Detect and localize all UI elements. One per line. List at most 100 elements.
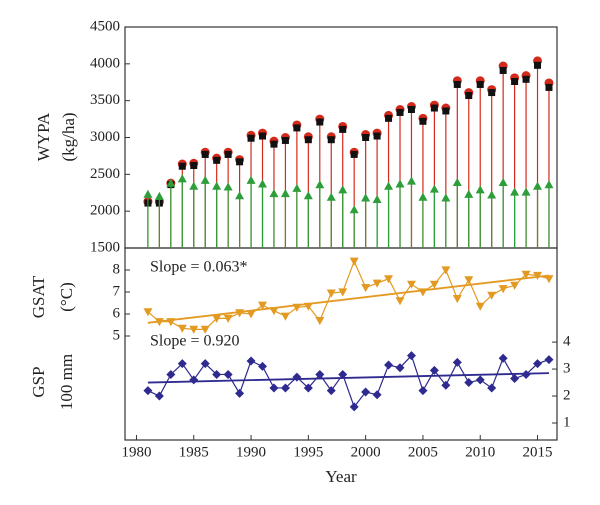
point — [223, 369, 233, 379]
point — [303, 383, 313, 393]
x-tick-label: 2015 — [523, 444, 553, 460]
point — [177, 174, 187, 183]
y-tick-label: 4500 — [90, 18, 120, 34]
y-tick-label: 5 — [113, 327, 121, 343]
annotation: Slope = 0.920 — [150, 333, 239, 350]
point — [178, 162, 186, 170]
point — [534, 61, 542, 69]
point — [166, 178, 176, 187]
point — [292, 303, 302, 312]
point — [235, 191, 245, 200]
x-tick-label: 1990 — [236, 444, 266, 460]
point — [418, 192, 428, 201]
point — [465, 92, 473, 100]
point — [212, 181, 222, 190]
point — [395, 363, 405, 373]
point — [246, 356, 256, 366]
point — [292, 183, 302, 192]
point — [533, 359, 543, 369]
point — [349, 205, 359, 214]
point — [258, 301, 268, 310]
y-axis-label: 100 mm — [57, 354, 76, 410]
point — [441, 266, 451, 275]
point — [280, 188, 290, 198]
point — [259, 132, 267, 140]
point — [545, 83, 553, 91]
y-tick-label: 6 — [113, 305, 121, 321]
point — [315, 180, 325, 189]
point — [212, 369, 222, 379]
point — [521, 270, 531, 279]
point — [270, 140, 278, 148]
point — [189, 375, 199, 385]
y-tick-label: 1500 — [90, 239, 120, 255]
point — [223, 182, 233, 191]
point — [293, 124, 301, 132]
y2-tick-label: 4 — [563, 334, 571, 350]
point — [315, 369, 325, 379]
x-tick-label: 1985 — [179, 444, 209, 460]
point — [177, 359, 187, 369]
point — [326, 192, 336, 201]
y-tick-label: 4000 — [90, 55, 120, 71]
point — [418, 288, 428, 297]
point — [361, 387, 371, 397]
point — [200, 325, 210, 334]
point — [521, 369, 531, 379]
y-axis-label: WYPA — [34, 112, 53, 161]
y2-tick-label: 2 — [563, 387, 571, 403]
point — [487, 291, 497, 300]
point — [510, 374, 520, 384]
point — [350, 150, 358, 158]
y2-tick-label: 1 — [563, 414, 571, 430]
point — [373, 132, 381, 140]
point — [201, 150, 209, 158]
point — [396, 108, 404, 116]
point — [213, 156, 221, 164]
point — [544, 275, 554, 284]
bottom-panel-frame — [124, 247, 558, 441]
point — [499, 66, 507, 74]
point — [464, 189, 474, 198]
x-tick-label: 2010 — [465, 444, 495, 460]
point — [223, 314, 233, 323]
point — [406, 280, 416, 289]
point — [453, 80, 461, 88]
point — [236, 158, 244, 166]
trend-line — [147, 372, 549, 384]
point — [281, 136, 289, 144]
point — [533, 271, 543, 280]
point — [488, 89, 496, 97]
y-tick-label: 7 — [113, 283, 121, 299]
point — [326, 386, 336, 396]
x-tick-label: 2000 — [351, 444, 381, 460]
point — [154, 391, 164, 401]
point — [464, 378, 474, 388]
point — [303, 191, 313, 200]
point — [189, 325, 199, 334]
point — [143, 189, 153, 198]
point — [498, 177, 508, 187]
point — [166, 369, 176, 379]
point — [372, 279, 382, 288]
point — [269, 188, 279, 198]
point — [349, 402, 359, 412]
point — [407, 106, 415, 114]
point — [544, 180, 554, 189]
point — [154, 318, 164, 327]
point — [522, 75, 530, 83]
point — [544, 355, 554, 365]
point — [235, 388, 245, 398]
point — [406, 351, 416, 361]
point — [246, 175, 256, 184]
point — [533, 181, 543, 190]
point — [419, 117, 427, 125]
point — [338, 288, 348, 297]
point — [487, 383, 497, 393]
point — [315, 317, 325, 326]
point — [487, 190, 497, 199]
point — [384, 360, 394, 370]
point — [395, 179, 405, 188]
point — [212, 314, 222, 323]
